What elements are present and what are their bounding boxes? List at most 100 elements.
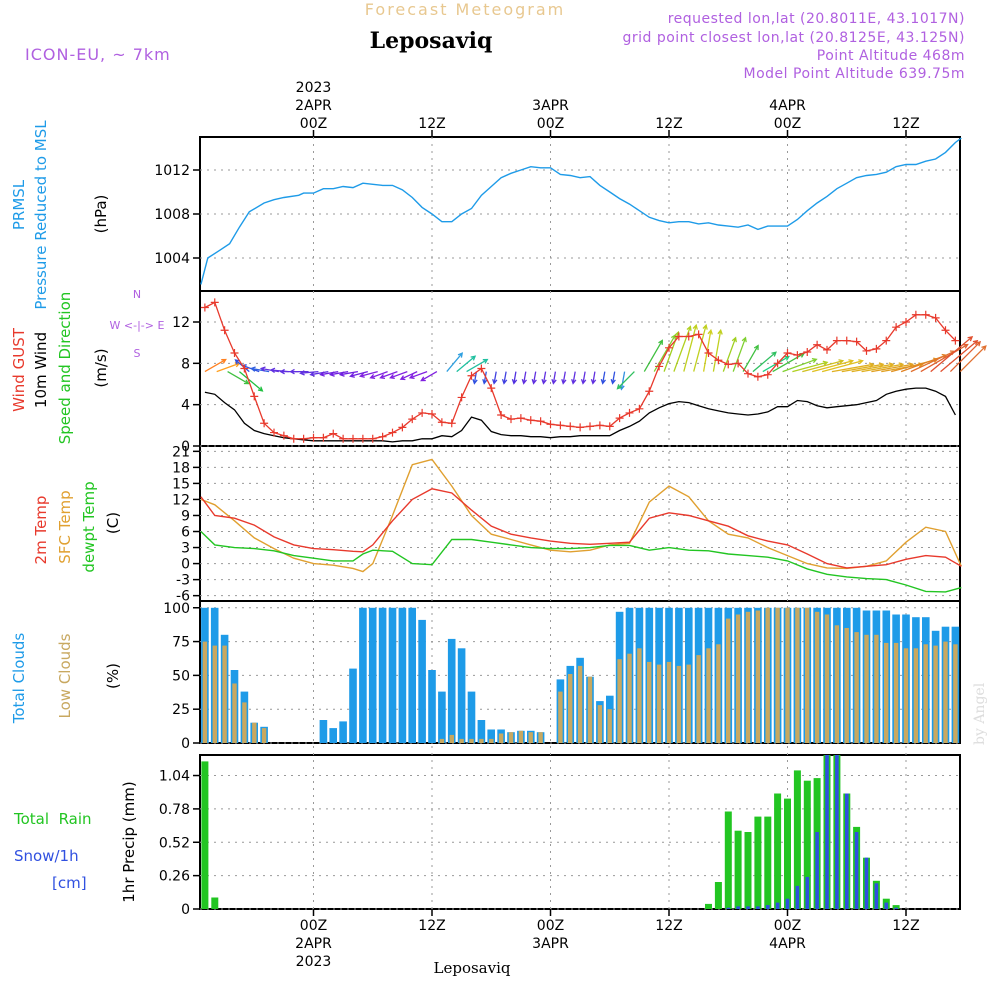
low-cloud-bar-40 (597, 705, 603, 743)
precip-ytick-label-4: 1.04 (159, 769, 190, 785)
snow-bar-14 (825, 755, 829, 909)
pressure-labels: PRMSL Pressure Reduced to MSL (hPa) (10, 120, 110, 310)
low-cloud-bar-65 (844, 628, 849, 743)
gust-marker-70 (892, 323, 901, 332)
subtitle: Forecast Meteogram (365, 0, 565, 19)
rain-bar-2 (705, 903, 712, 909)
snow-bar-8 (766, 905, 770, 909)
low-cloud-bar-28 (479, 738, 484, 743)
gust-marker-33 (526, 416, 535, 425)
gust-marker-64 (832, 336, 841, 345)
pressure-ytick-label-1: 1008 (154, 207, 190, 223)
wind-ytick-label-3: 12 (172, 315, 190, 331)
low-cloud-bar-30 (498, 733, 504, 743)
bottom-xtick-label-3: 12Z (655, 918, 682, 934)
sfc-temp-line (200, 458, 962, 573)
wind-arrow-31 (511, 371, 518, 385)
temp-label-dewpt: dewpt Temp (80, 481, 98, 572)
bottom-xtick-label-2: 00Z (537, 918, 564, 934)
top-xtick-label-4: 00Z (774, 116, 801, 132)
wind-arrow-48 (683, 323, 698, 372)
pressure-label-2: Pressure Reduced to MSL (32, 120, 50, 310)
gust-marker-11 (309, 433, 318, 442)
gust-marker-10 (299, 434, 308, 443)
wind-arrow-10 (289, 368, 309, 375)
gust-marker-49 (684, 332, 693, 341)
low-cloud-bar-73 (923, 644, 928, 743)
gust-marker-76 (951, 336, 960, 345)
low-cloud-bar-71 (903, 648, 909, 743)
top-year-label-0: 2023 (296, 80, 332, 96)
top-xtick-label-1: 12Z (418, 116, 445, 132)
low-cloud-bar-37 (568, 674, 573, 743)
pressure-line (200, 137, 962, 285)
gust-marker-34 (536, 417, 545, 426)
dewpt-temp-line (200, 530, 962, 593)
rain-bar-5 (734, 830, 742, 909)
low-cloud-bar-26 (459, 738, 464, 743)
gust-marker-0 (200, 303, 209, 312)
snow-bar-16 (845, 793, 849, 909)
gust-marker-50 (694, 330, 703, 339)
wind-arrow-39 (590, 371, 597, 385)
gust-marker-32 (516, 414, 525, 423)
low-cloud-bar-49 (686, 664, 691, 743)
low-cloud-bar-57 (765, 607, 770, 743)
gust-marker-17 (368, 434, 377, 443)
wind-arrow-35 (551, 371, 557, 385)
gust-marker-39 (586, 422, 594, 431)
wind-ytick-label-1: 4 (181, 398, 190, 414)
wind-arrow-2 (227, 371, 250, 385)
low-cloud-bar-68 (874, 634, 879, 743)
snow-bar-15 (835, 755, 839, 909)
low-cloud-bar-74 (933, 645, 938, 743)
wind-arrow-41 (610, 371, 616, 385)
low-cloud-bar-58 (775, 607, 780, 743)
bottom-date-label-2: 3APR (532, 936, 569, 952)
snow-bar-6 (746, 906, 750, 909)
temperature-ytick-label-2: 0 (181, 557, 190, 573)
wind-arrow-36 (561, 371, 567, 385)
top-date-label-0: 2APR (295, 98, 332, 114)
gust-marker-66 (852, 337, 861, 346)
temperature-ytick-label-4: 6 (181, 525, 190, 541)
precip-label-snow: Snow/1h (14, 847, 79, 865)
temperature-ytick-label-1: -3 (176, 573, 190, 589)
rain-bar-7 (754, 816, 762, 909)
rain-bar-1 (211, 897, 219, 909)
wind-arrow-60 (802, 359, 845, 373)
gust-marker-65 (842, 336, 851, 345)
gust-marker-73 (921, 310, 930, 319)
low-cloud-bar-76 (953, 644, 958, 743)
total-cloud-bar-15 (349, 668, 357, 743)
gust-marker-16 (358, 434, 367, 443)
pressure-ytick-label-0: 1004 (154, 251, 190, 267)
wind-arrow-21 (399, 371, 418, 381)
low-cloud-bar-6 (261, 728, 267, 743)
wind-arrow-27 (472, 371, 478, 385)
total-cloud-bar-25 (447, 638, 456, 743)
gust-marker-46 (655, 362, 664, 371)
total-cloud-bar-20 (398, 607, 407, 743)
temperature-ytick-label-8: 18 (172, 460, 190, 476)
rain-bar-4 (724, 811, 732, 909)
gust-marker-15 (349, 434, 357, 443)
top-xtick-label-2: 00Z (537, 116, 564, 132)
gust-marker-6 (260, 419, 269, 428)
low-cloud-bar-5 (252, 722, 257, 743)
gust-marker-14 (339, 434, 348, 443)
gust-marker-68 (872, 344, 881, 353)
gust-marker-52 (714, 356, 723, 365)
compass-we: W <-|-> E (110, 319, 165, 332)
low-cloud-bar-42 (617, 659, 622, 743)
gust-marker-22 (418, 408, 427, 417)
chart-marks: 10041008101204812-6-30369121518210255075… (154, 80, 987, 970)
gust-marker-63 (823, 345, 831, 354)
clouds-ytick-label-0: 0 (181, 736, 190, 752)
wind-arrow-18 (369, 370, 388, 380)
wind-arrow-51 (712, 328, 723, 372)
gust-marker-20 (398, 423, 407, 432)
low-cloud-bar-4 (242, 702, 247, 743)
gust-marker-27 (467, 371, 476, 380)
